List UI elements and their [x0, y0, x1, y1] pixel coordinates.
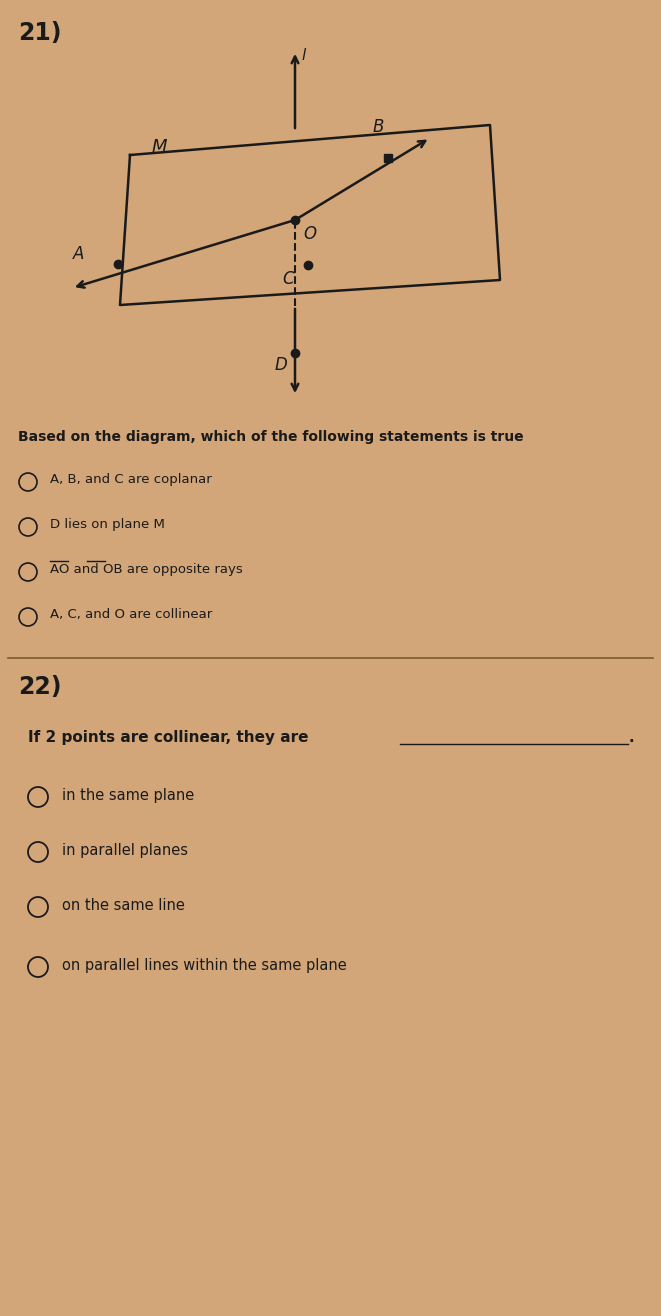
Text: 21): 21)	[18, 21, 61, 45]
Text: on the same line: on the same line	[62, 898, 185, 913]
Text: Based on the diagram, which of the following statements is true: Based on the diagram, which of the follo…	[18, 430, 524, 443]
Text: If 2 points are collinear, they are: If 2 points are collinear, they are	[28, 730, 319, 745]
Text: AO and OB are opposite rays: AO and OB are opposite rays	[50, 563, 243, 576]
Text: A: A	[73, 245, 85, 263]
Text: .: .	[628, 730, 634, 745]
Text: M: M	[152, 138, 167, 157]
Text: B: B	[373, 118, 385, 136]
Text: on parallel lines within the same plane: on parallel lines within the same plane	[62, 958, 347, 973]
Text: D lies on plane M: D lies on plane M	[50, 519, 165, 530]
Text: l: l	[301, 47, 305, 63]
Text: D: D	[275, 357, 288, 374]
Text: in the same plane: in the same plane	[62, 788, 194, 803]
Text: O: O	[303, 225, 316, 243]
Text: C: C	[282, 270, 293, 288]
Text: A, C, and O are collinear: A, C, and O are collinear	[50, 608, 212, 621]
Text: 22): 22)	[18, 675, 61, 699]
Text: A, B, and C are coplanar: A, B, and C are coplanar	[50, 472, 212, 486]
Text: in parallel planes: in parallel planes	[62, 844, 188, 858]
